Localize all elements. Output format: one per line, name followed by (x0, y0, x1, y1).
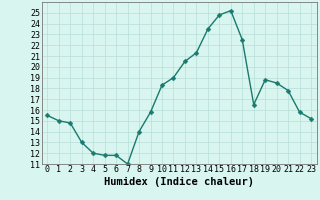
X-axis label: Humidex (Indice chaleur): Humidex (Indice chaleur) (104, 177, 254, 187)
